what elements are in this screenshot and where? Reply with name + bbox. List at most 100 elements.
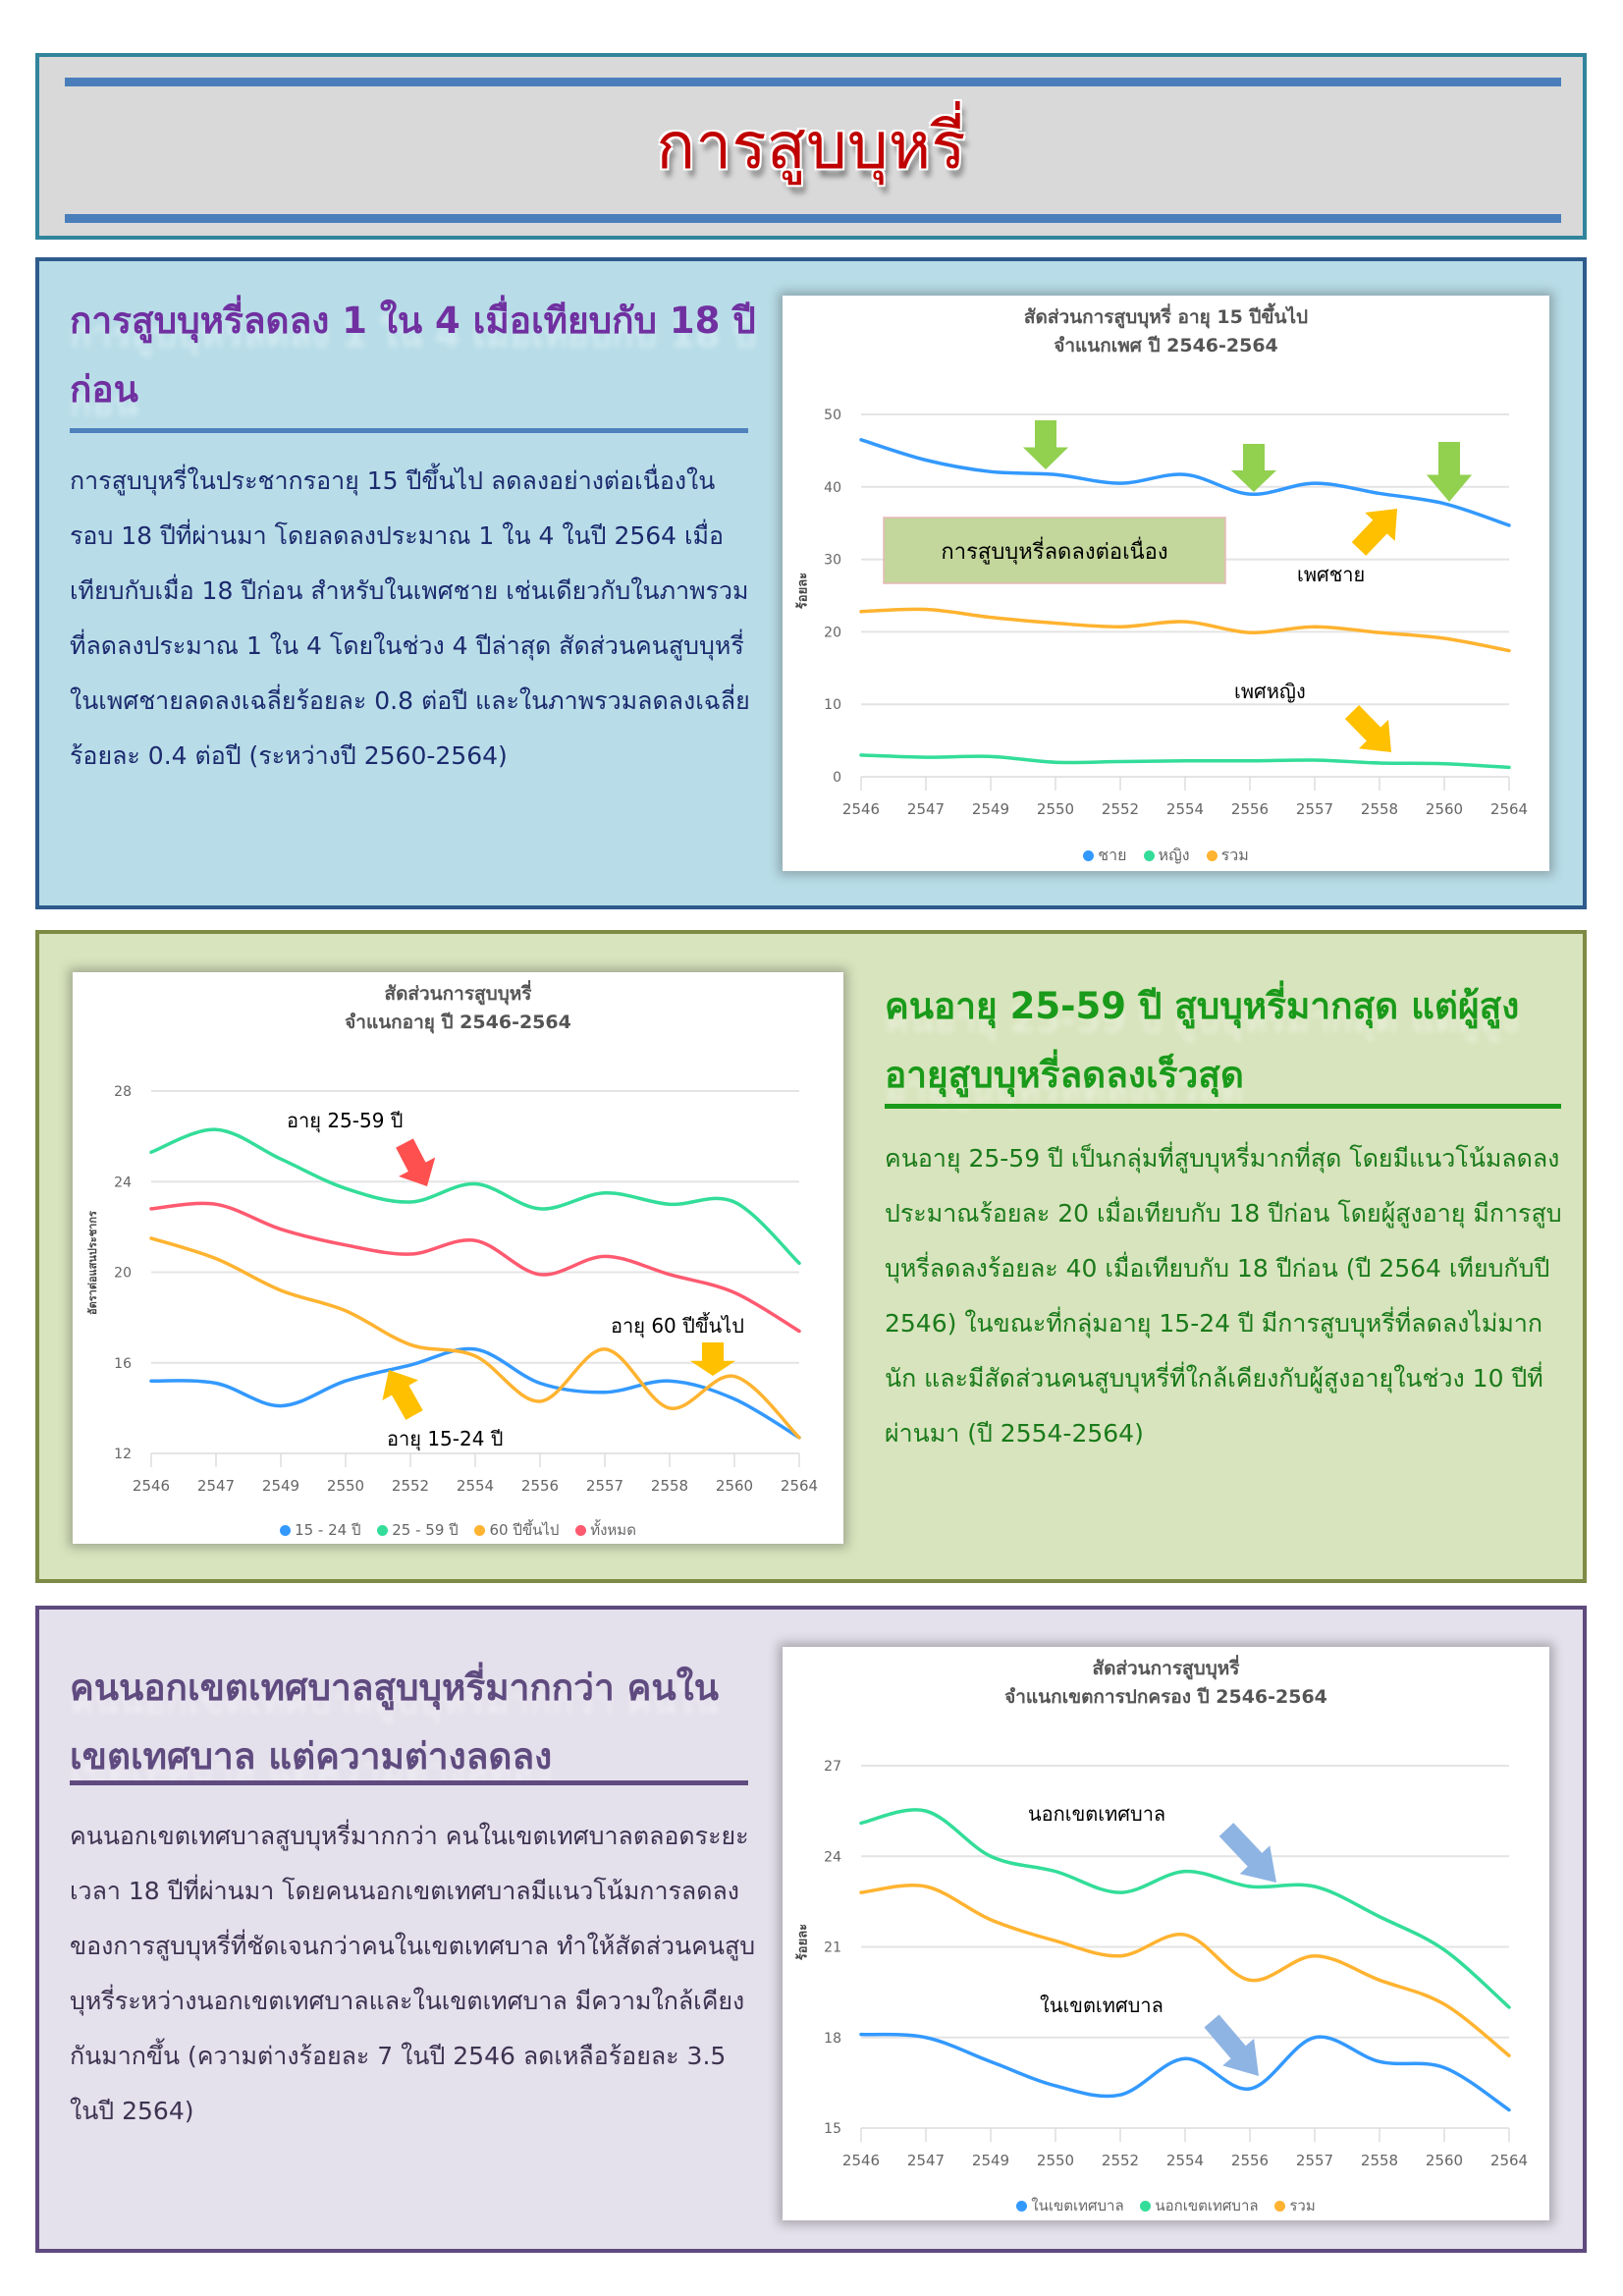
x-tick-label: 2550 [1037,800,1074,818]
x-tick-label: 2546 [842,800,880,818]
chart-title-line2: จำแนกเพศ ปี 2546-2564 [1054,335,1278,356]
legend-label: รวม [1289,2197,1316,2214]
x-tick-label: 2552 [1102,800,1139,818]
legend-label: 15 - 24 ปี [295,1521,361,1539]
down-right-arrow-icon [1344,705,1391,752]
series-line [149,1236,801,1440]
x-tick-label: 2547 [197,1477,235,1495]
x-tick-label: 2547 [907,2152,945,2169]
x-tick-label: 2549 [972,2152,1009,2169]
callout-box [883,517,1226,584]
legend-dot [377,1525,389,1536]
x-tick-label: 2554 [457,1477,494,1495]
x-tick-label: 2546 [133,1477,170,1495]
y-tick-label: 24 [824,1849,841,1865]
legend-label: 60 ปีขึ้นไป [489,1521,560,1539]
legend-dot [1016,2201,1028,2212]
chart-title: สัดส่วนการสูบบุหรี่ อายุ 15 ปีขึ้นไป จำแ… [783,303,1549,360]
y-tick-label: 24 [114,1175,132,1190]
chart-legend: 15 - 24 ปี 25 - 59 ปี 60 ปีขึ้นไป ทั้งหม… [73,1518,843,1542]
chart-legend: ชาย หญิง รวม [783,844,1549,868]
legend-label: ทั้งหมด [590,1521,636,1539]
x-tick-label: 2554 [1166,2152,1204,2169]
section1-body: การสูบบุหรี่ในประชากรอายุ 15 ปีขึ้นไป ลด… [70,466,750,770]
legend-dot [1274,2201,1286,2212]
legend-item: 25 - 59 ปี [377,1521,459,1539]
x-tick-label: 2550 [1037,2152,1074,2169]
section2-divider [885,1104,1561,1109]
up-arrow-icon [382,1370,423,1420]
legend-item: รวม [1206,846,1249,864]
legend-dot [1206,850,1217,861]
down-arrow-icon [1230,444,1277,492]
legend-item: ทั้งหมด [575,1521,636,1539]
page-title: การสูบบุหรี่ [656,108,966,184]
series-line [149,1201,801,1334]
y-axis-label: ร้อยละ [795,572,811,610]
age-25-59-label: อายุ 25-59 ปี [287,1109,404,1133]
chart-title: สัดส่วนการสูบบุหรี่ จำแนกเขตการปกครอง ปี… [783,1655,1549,1712]
chart-plot: 0 10 20 30 40 50 2546 2547 2549 2550 2552 2554 2556 2… [824,408,1528,818]
female-label: เพศหญิง [1234,680,1306,703]
legend-item: รวม [1274,2197,1316,2214]
outside-municipal-label: นอกเขตเทศบาล [1028,1802,1165,1826]
down-arrow-icon [396,1138,436,1186]
y-tick-label: 28 [114,1084,132,1100]
series-line [149,1127,801,1266]
y-tick-label: 40 [824,480,841,496]
down-arrow-icon [1426,442,1473,502]
chart-plot: 12 16 20 24 28 2546 2547 2549 2550 2552 2554 2556 25… [114,1084,818,1495]
section2-heading: คนอายุ 25-59 ปี สูบบุหรี่มากสุด แต่ผู้สู… [885,985,1520,1096]
x-tick-label: 2558 [1361,800,1398,818]
x-tick-label: 2556 [1231,800,1269,818]
chart-title-line1: สัดส่วนการสูบบุหรี่ [384,983,532,1005]
x-tick-label: 2560 [1426,800,1463,818]
y-tick-label: 12 [114,1447,132,1462]
legend-dot [1143,850,1155,861]
chart-area: 15 18 21 24 27 2546 2547 2549 2550 2552 2554 2556 25… [783,1647,1549,2220]
legend-dot [575,1525,587,1536]
header-top-bar [65,78,1561,86]
legend-label: รวม [1220,846,1249,864]
legend-dot [1140,2201,1152,2212]
series-line [859,2032,1511,2112]
legend-dot [280,1525,292,1536]
y-tick-label: 30 [824,553,841,569]
y-tick-label: 27 [824,1759,841,1775]
x-tick-label: 2558 [651,1477,688,1495]
header-banner: การสูบบุหรี่ [35,53,1587,240]
x-tick-label: 2557 [586,1477,623,1495]
legend-item: ชาย [1083,846,1126,864]
legend-item: ในเขตเทศบาล [1016,2197,1124,2214]
legend-label: ชาย [1098,846,1127,864]
series-line [149,1346,801,1440]
x-tick-label: 2547 [907,800,945,818]
x-tick-label: 2556 [1231,2152,1269,2169]
down-arrow-icon [1022,420,1069,469]
x-tick-label: 2552 [1102,2152,1139,2169]
inside-municipal-label: ในเขตเทศบาล [1040,1994,1163,2017]
y-tick-label: 15 [824,2121,841,2137]
x-tick-label: 2558 [1361,2152,1398,2169]
legend-item: นอกเขตเทศบาล [1140,2197,1259,2214]
legend-dot [1083,850,1095,861]
series-line [859,438,1511,527]
x-tick-label: 2564 [1490,2152,1528,2169]
y-tick-label: 18 [824,2031,841,2047]
x-tick-label: 2550 [327,1477,364,1495]
x-tick-label: 2560 [716,1477,753,1495]
x-tick-label: 2549 [972,800,1009,818]
x-tick-label: 2549 [262,1477,299,1495]
header-bottom-bar [65,214,1561,223]
series-line [859,1808,1511,2009]
section1-heading: การสูบบุหรี่ลดลง 1 ใน 4 เมื่อเทียบกับ 18… [70,300,756,410]
x-tick-label: 2554 [1166,800,1204,818]
chart-plot: 15 18 21 24 27 2546 2547 2549 2550 2552 2554 2556 25… [824,1759,1528,2169]
chart-age: 12 16 20 24 28 2546 2547 2549 2550 2552 2554 2556 25… [73,972,843,1544]
male-label: เพศชาย [1297,563,1365,586]
section3-heading: คนนอกเขตเทศบาลสูบบุหรี่มากกว่า คนในเขตเท… [70,1667,720,1777]
x-tick-label: 2564 [781,1477,818,1495]
legend-item: หญิง [1143,846,1190,864]
legend-item: 60 ปีขึ้นไป [474,1521,559,1539]
x-tick-label: 2552 [392,1477,429,1495]
